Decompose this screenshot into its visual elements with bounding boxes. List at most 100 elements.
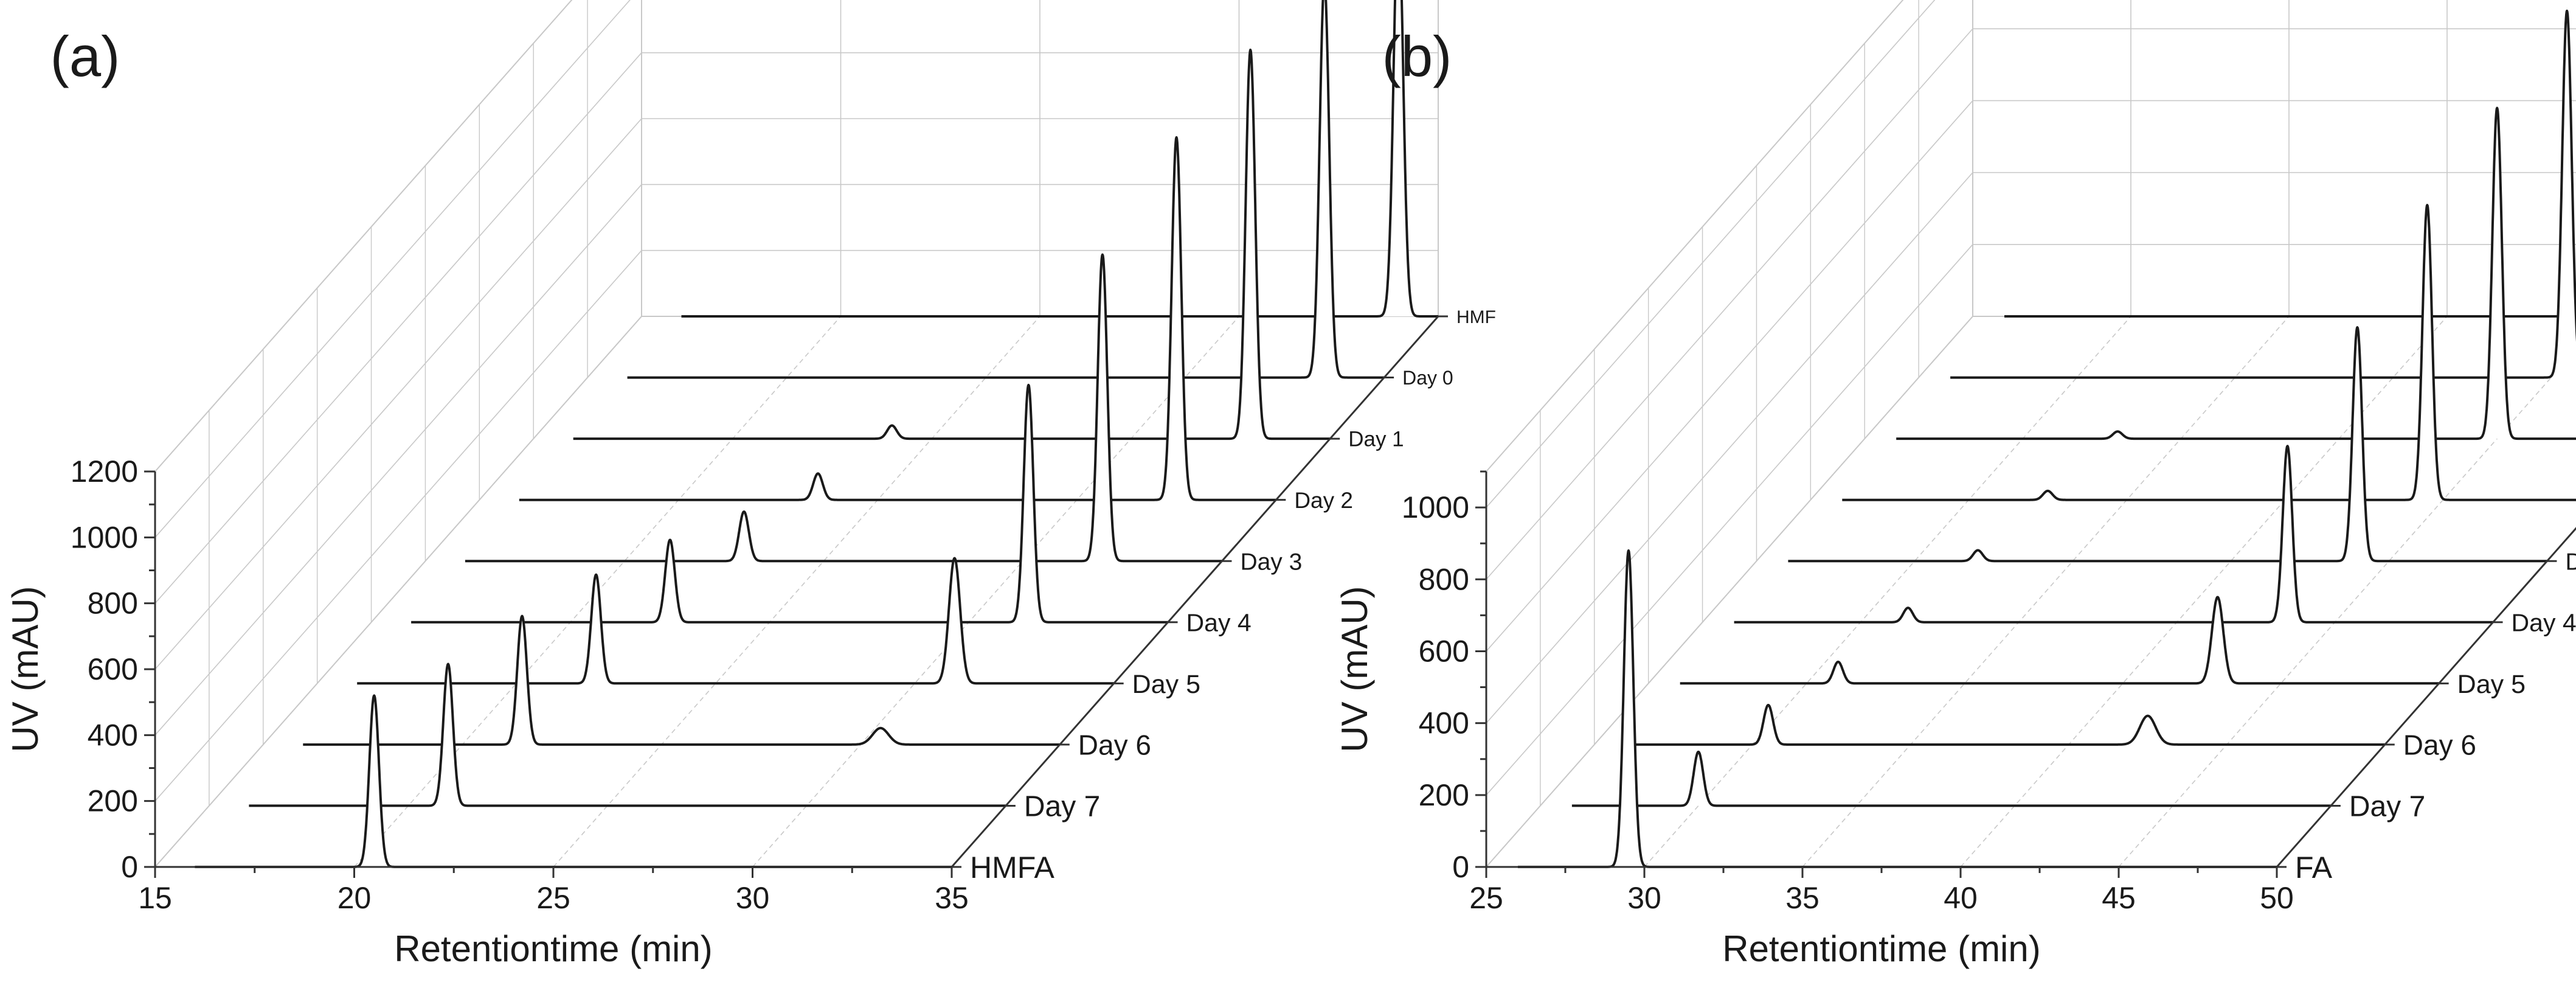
- series-label: Day 0: [1402, 367, 1453, 389]
- x-tick-label: 20: [338, 881, 372, 915]
- floor-gridline: [1802, 316, 2290, 868]
- series-occluder: [357, 558, 1114, 684]
- floor-gridline: [1960, 316, 2448, 868]
- series-label: Day 7: [1024, 791, 1100, 823]
- y-tick-label: 400: [1419, 706, 1469, 740]
- series-line-day-4: [1733, 445, 2494, 624]
- y-tick-label: 1200: [71, 454, 138, 489]
- side-wall-gridline-h: [1486, 0, 1936, 508]
- series-occluder: [519, 137, 1276, 500]
- side-wall-gridline-h: [154, 52, 642, 604]
- series-line-day-0: [1949, 9, 2576, 379]
- y-tick-label: 400: [88, 718, 138, 752]
- y-tick-label: 0: [121, 850, 138, 884]
- side-wall-gridline-h: [154, 118, 642, 670]
- series-occluder: [1680, 597, 2439, 684]
- side-wall-frame: [1486, 0, 1973, 868]
- panel-letter: (a): [50, 24, 120, 88]
- panel-letter: (b): [1382, 24, 1452, 88]
- series-line-ff: [2003, 315, 2576, 318]
- series-label: HMFA: [970, 851, 1055, 885]
- y-tick-label: 800: [88, 586, 138, 621]
- series-occluder: [249, 664, 1006, 806]
- x-tick-label: 30: [736, 881, 770, 915]
- series-occluder: [1734, 446, 2493, 622]
- series-line-day-7: [248, 663, 1007, 807]
- series-line-day-3: [1787, 326, 2548, 563]
- x-tick-label: 40: [1944, 881, 1978, 915]
- series-line-hmfa: [194, 694, 953, 868]
- series-line-day-7: [1571, 750, 2332, 807]
- y-axis-title: UV (mAU): [1334, 586, 1375, 752]
- back-wall-frame: [1972, 0, 2576, 317]
- series-line-day-1: [572, 48, 1331, 440]
- x-tick-label: 25: [536, 881, 570, 915]
- series-occluder: [627, 0, 1385, 378]
- y-tick-label: 200: [88, 784, 138, 818]
- depth-axis-line: [2276, 527, 2576, 868]
- y-axis-title: UV (mAU): [5, 586, 46, 752]
- series-line-day-6: [1625, 703, 2386, 746]
- series-label: Day 6: [2403, 729, 2476, 760]
- series-label: Day 6: [1078, 729, 1151, 760]
- side-wall-gridline-h: [1486, 28, 1973, 580]
- series-line-day-6: [302, 614, 1061, 746]
- series-line-day-1: [1895, 106, 2576, 440]
- series-occluder: [195, 695, 952, 867]
- grid: [154, 0, 1439, 868]
- series-occluder: [1571, 751, 2331, 806]
- series-label: Day 3: [1240, 549, 1302, 575]
- side-wall-gridline-h: [1486, 100, 1973, 652]
- x-axis-title: Retentiontime (min): [1722, 928, 2041, 969]
- series-occluder: [1626, 704, 2385, 745]
- series-occluder: [1950, 10, 2576, 378]
- series-line-day-0: [626, 0, 1385, 379]
- series-label: Day 4: [2512, 609, 2576, 637]
- floor-gridline: [1644, 316, 2131, 868]
- x-tick-label: 35: [935, 881, 969, 915]
- floor-gridline: [553, 316, 1040, 868]
- floor-gridline: [2118, 349, 2576, 868]
- series-line-day-2: [518, 136, 1277, 501]
- series-line-day-5: [1679, 596, 2440, 685]
- y-tick-label: 1000: [71, 520, 138, 554]
- x-tick-label: 35: [1785, 881, 1819, 915]
- series-occluder: [1788, 327, 2547, 562]
- series-line-day-4: [410, 383, 1169, 624]
- y-tick-label: 200: [1419, 778, 1469, 812]
- side-wall-gridline-h: [1486, 172, 1973, 724]
- side-wall-gridline-h: [154, 184, 642, 736]
- series-line-day-2: [1841, 204, 2576, 501]
- series-line-day-5: [356, 557, 1115, 685]
- y-tick-label: 0: [1452, 850, 1469, 884]
- side-wall-gridline-h: [154, 0, 573, 472]
- series-label: Day 4: [1186, 609, 1252, 637]
- series-occluder: [1842, 205, 2576, 500]
- side-wall-gridline-h: [154, 0, 631, 538]
- y-tick-label: 600: [88, 652, 138, 686]
- series-label: Day 1: [1348, 428, 1404, 451]
- y-tick-label: 800: [1419, 562, 1469, 596]
- series-label: Day 5: [1132, 670, 1200, 699]
- series-label: Day 3: [2565, 549, 2576, 575]
- series-line-hmf: [680, 0, 1439, 318]
- series-label: Day 5: [2457, 670, 2526, 699]
- side-wall-gridline-h: [1486, 244, 1973, 796]
- depth-axis-line: [950, 316, 1439, 868]
- series-occluder: [411, 384, 1168, 622]
- floor-gridline: [752, 316, 1240, 868]
- series-occluder: [2004, 0, 2576, 316]
- x-tick-label: 30: [1627, 881, 1661, 915]
- x-axis-title: Retentiontime (min): [394, 928, 713, 969]
- y-tick-label: 600: [1419, 634, 1469, 668]
- series-group: [194, 0, 1439, 868]
- series-label: HMF: [1456, 307, 1496, 327]
- x-tick-label: 15: [138, 881, 172, 915]
- side-wall-frame: [154, 0, 642, 868]
- x-tick-label: 45: [2102, 881, 2136, 915]
